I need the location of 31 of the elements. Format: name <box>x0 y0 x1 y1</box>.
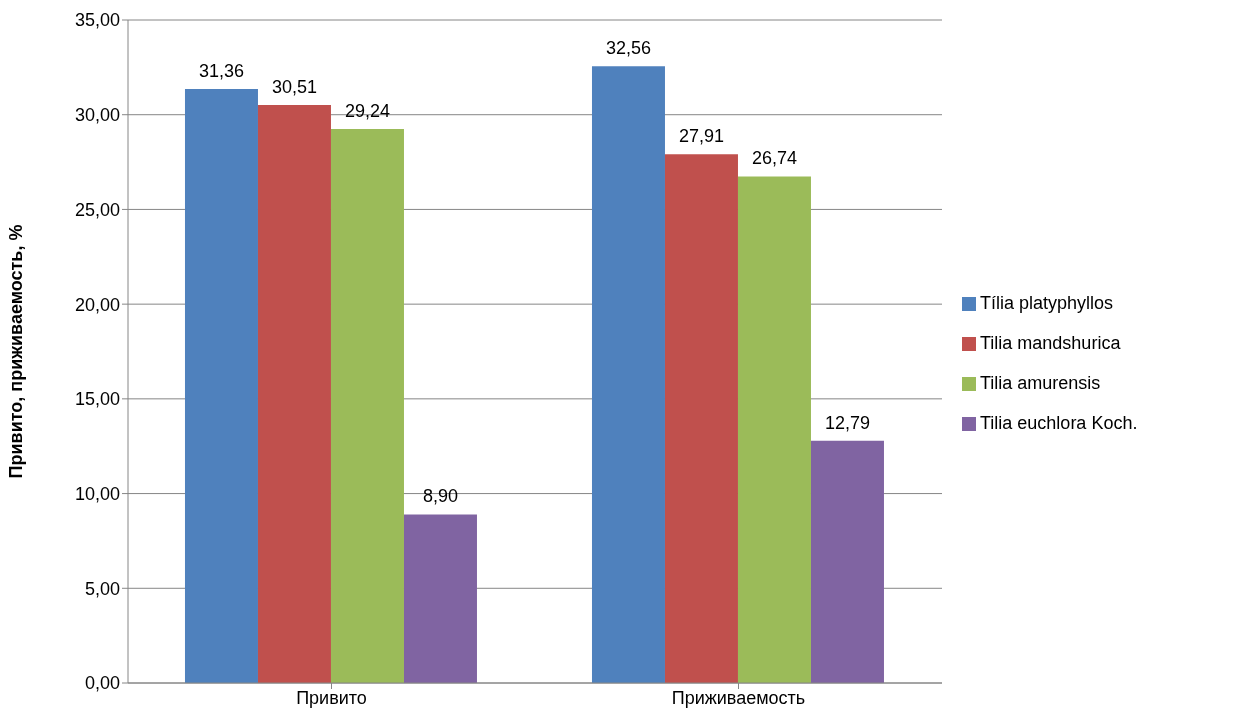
bar <box>664 154 738 683</box>
bar <box>810 440 884 683</box>
legend-label: Tilia mandshurica <box>980 332 1121 353</box>
y-tick-label: 5,00 <box>84 578 120 599</box>
y-tick-label: 0,00 <box>84 673 120 694</box>
data-label: 31,36 <box>198 60 244 81</box>
legend-label: Tília platyphyllos <box>980 292 1114 313</box>
bar <box>737 176 811 683</box>
x-tick-label: Приживаемость <box>671 687 806 708</box>
bar <box>591 66 665 683</box>
y-tick-label: 20,00 <box>74 294 120 315</box>
bar <box>403 514 477 683</box>
y-tick-label: 30,00 <box>74 105 120 126</box>
data-label: 30,51 <box>271 77 317 98</box>
data-label: 26,74 <box>751 148 797 169</box>
data-label: 32,56 <box>605 38 651 59</box>
data-label: 12,79 <box>824 412 870 433</box>
bar <box>257 105 331 683</box>
y-tick-label: 15,00 <box>74 389 120 410</box>
y-tick-label: 25,00 <box>74 199 120 220</box>
data-label: 29,24 <box>344 101 390 122</box>
bar <box>330 129 404 683</box>
data-label: 8,90 <box>422 486 458 507</box>
y-tick-label: 35,00 <box>74 10 120 31</box>
y-axis-title: Привито, приживаемость, % <box>6 224 27 479</box>
data-label: 27,91 <box>678 126 724 147</box>
x-tick-label: Привито <box>296 687 367 708</box>
y-tick-label: 10,00 <box>74 483 120 504</box>
legend-label: Tilia amurensis <box>980 372 1101 393</box>
bar <box>184 88 258 683</box>
legend-label: Tilia euchlora Koch. <box>980 412 1138 433</box>
